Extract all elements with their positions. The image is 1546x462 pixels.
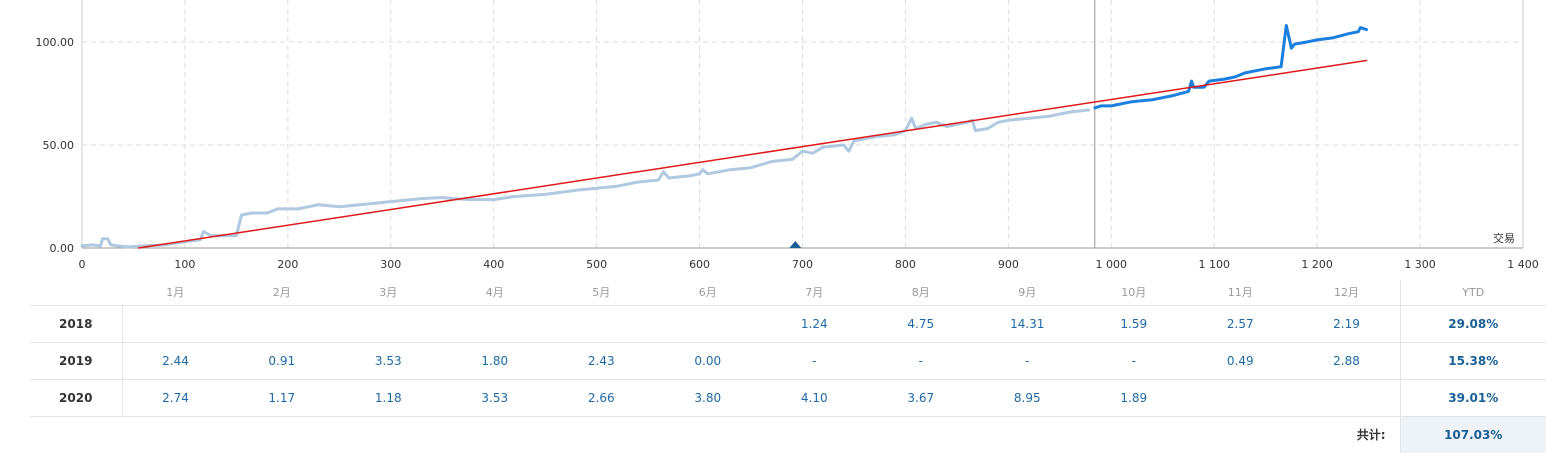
monthly-returns-table: 1月 2月 3月 4月 5月 6月 7月 8月 9月 10月 11月 12月 Y… [30,280,1546,453]
month-value-cell: 4.75 [867,305,974,343]
y-tick-label: 0.00 [50,242,75,255]
month-header: 11月 [1187,280,1294,306]
current-equity-line [1093,24,1368,110]
month-header: 2月 [228,280,335,306]
ytd-cell: 15.38% [1399,342,1546,380]
month-value-cell: 14.31 [974,305,1081,343]
month-value-cell: 4.10 [761,379,868,417]
month-value-cell: - [974,342,1081,380]
month-value-cell: 1.59 [1080,305,1187,343]
month-value-cell: 1.24 [761,305,868,343]
month-header: 9月 [974,280,1081,306]
x-tick-label: 300 [380,258,401,271]
table-row: 2018 1.24 4.75 14.31 1.59 2.57 2.19 29.0… [30,305,1546,343]
table-row: 2019 2.44 0.91 3.53 1.80 2.43 0.00 - - -… [30,342,1546,380]
month-value-cell: 2.74 [122,379,229,417]
month-header: 8月 [867,280,974,306]
month-value-cell: 3.67 [867,379,974,417]
month-header: 7月 [761,280,868,306]
x-tick-label: 100 [174,258,195,271]
year-cell: 2018 [30,305,123,343]
x-tick-label: 1 200 [1301,258,1333,271]
month-value-cell [335,305,442,343]
month-header: 6月 [654,280,761,306]
month-value-cell: 0.00 [654,342,761,380]
ytd-cell: 39.01% [1399,379,1546,417]
month-value-cell [1187,379,1294,417]
y-tick-label: 50.00 [43,139,75,152]
total-label: 共计: [1356,428,1386,443]
month-value-cell: 1.17 [228,379,335,417]
month-value-cell: 1.89 [1080,379,1187,417]
month-value-cell: 2.19 [1293,305,1400,343]
total-value: 107.03% [1399,416,1546,453]
month-value-cell [548,305,655,343]
month-value-cell: 2.66 [548,379,655,417]
month-value-cell: 2.43 [548,342,655,380]
x-tick-label: 0 [79,258,86,271]
month-header: 10月 [1080,280,1187,306]
equity-growth-chart: 0 100 200 300 400 500 600 700 800 900 1 000 1 100 1 … [36,0,1539,271]
month-value-cell: 8.95 [974,379,1081,417]
month-value-cell: 1.80 [441,342,548,380]
month-value-cell: 3.80 [654,379,761,417]
month-value-cell: 2.57 [1187,305,1294,343]
month-value-cell: - [1080,342,1187,380]
month-header: 5月 [548,280,655,306]
month-value-cell: - [867,342,974,380]
month-header: 1月 [122,280,229,306]
month-value-cell [1293,379,1400,417]
deposit-marker-triangle [789,241,802,248]
ytd-header: YTD [1399,280,1546,306]
month-value-cell [441,305,548,343]
month-header-row: 1月 2月 3月 4月 5月 6月 7月 8月 9月 10月 11月 12月 Y… [30,280,1546,306]
year-cell: 2019 [30,342,123,380]
x-tick-label: 700 [792,258,813,271]
month-header: 4月 [441,280,548,306]
month-value-cell [654,305,761,343]
x-tick-label: 200 [277,258,298,271]
ytd-cell: 29.08% [1399,305,1546,343]
month-header: 3月 [335,280,442,306]
x-tick-label: 400 [483,258,504,271]
table-row: 2020 2.74 1.17 1.18 3.53 2.66 3.80 4.10 … [30,379,1546,417]
month-header: 12月 [1293,280,1400,306]
x-tick-label: 1 300 [1404,258,1436,271]
x-tick-label: 800 [895,258,916,271]
month-value-cell [228,305,335,343]
x-tick-label: 1 000 [1096,258,1128,271]
month-value-cell [122,305,229,343]
month-value-cell: 0.49 [1187,342,1294,380]
month-value-cell: 1.18 [335,379,442,417]
y-tick-label: 100.00 [36,36,75,49]
month-value-cell: 2.44 [122,342,229,380]
history-equity-line [80,108,1091,249]
x-tick-label: 900 [998,258,1019,271]
month-value-cell: - [761,342,868,380]
x-tick-label: 1 100 [1198,258,1230,271]
year-header [30,280,122,306]
x-tick-label: 1 400 [1507,258,1539,271]
x-axis-title: 交易 [1493,231,1515,245]
month-value-cell: 3.53 [335,342,442,380]
year-cell: 2020 [30,379,123,417]
month-value-cell: 3.53 [441,379,548,417]
trend-line [137,59,1368,249]
x-tick-label: 500 [586,258,607,271]
x-tick-label: 600 [689,258,710,271]
month-value-cell: 2.88 [1293,342,1400,380]
total-row: 共计: 107.03% [30,416,1546,453]
month-value-cell: 0.91 [228,342,335,380]
